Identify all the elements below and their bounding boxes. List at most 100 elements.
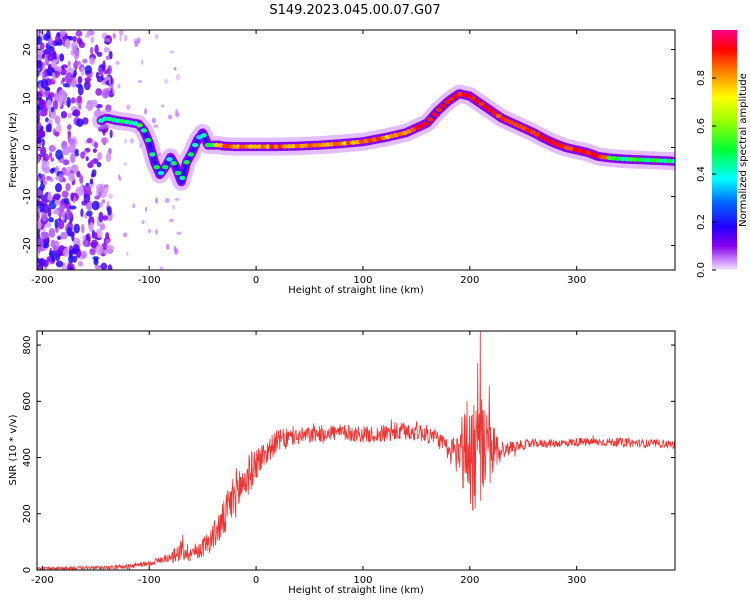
- noise-blob: [48, 250, 57, 258]
- noise-blob: [77, 75, 83, 84]
- noise-blob: [105, 238, 111, 245]
- noise-blob: [141, 59, 144, 65]
- noise-blob: [94, 44, 99, 55]
- noise-blob: [47, 63, 52, 73]
- noise-blob: [37, 60, 43, 69]
- noise-blob: [46, 175, 52, 181]
- noise-blob: [47, 53, 54, 62]
- noise-blob: [83, 80, 91, 91]
- y-tick-label: 0: [22, 144, 33, 150]
- noise-blob: [50, 106, 55, 113]
- noise-blob: [72, 244, 80, 253]
- noise-blob: [70, 49, 74, 56]
- noise-blob: [76, 95, 82, 104]
- noise-blob: [82, 239, 89, 247]
- noise-blob: [85, 32, 90, 39]
- colorbar-ticks: 0.0 0.2 0.4 0.6 0.8: [696, 70, 716, 278]
- noise-blob: [100, 262, 108, 270]
- ridge-bead: [191, 142, 199, 148]
- noise-blob: [95, 88, 103, 96]
- noise-blob: [155, 228, 159, 235]
- noise-blob: [86, 137, 93, 144]
- x-tick-label: 100: [353, 575, 372, 586]
- ridge-bead: [136, 123, 143, 128]
- ridge-bead: [495, 113, 502, 119]
- noise-blob: [64, 210, 73, 220]
- noise-blob: [67, 60, 71, 67]
- noise-blob: [48, 227, 56, 238]
- noise-blob: [37, 91, 43, 102]
- spectrogram-ridge: [92, 84, 675, 191]
- noise-blob: [72, 61, 79, 70]
- noise-blob: [48, 144, 56, 153]
- noise-blob: [82, 58, 88, 64]
- ridge-bead: [149, 152, 156, 157]
- noise-blob: [85, 156, 89, 162]
- noise-blob: [39, 110, 48, 117]
- noise-blob: [37, 211, 40, 222]
- ridge-bead: [448, 96, 455, 102]
- colorbar-tick-label: 0.4: [696, 166, 707, 182]
- noise-blob: [103, 69, 109, 75]
- noise-blob: [71, 41, 78, 52]
- noise-blob: [73, 49, 80, 60]
- noise-blob: [37, 176, 41, 182]
- noise-blob: [89, 159, 94, 166]
- noise-blob: [83, 193, 91, 203]
- ridge-bead: [478, 102, 485, 107]
- noise-blob: [102, 60, 106, 72]
- noise-blob: [151, 117, 156, 124]
- noise-blob: [112, 88, 115, 95]
- noise-blob: [66, 124, 72, 131]
- noise-blob: [109, 129, 113, 139]
- noise-blob: [122, 232, 128, 238]
- y-tick-label: -10: [22, 188, 33, 204]
- snr-x-ticks: -200 -100 0 100 200 300: [31, 331, 586, 586]
- ridge-bead: [444, 99, 451, 105]
- noise-blob: [62, 83, 70, 88]
- noise-blob: [60, 231, 68, 240]
- noise-blob: [62, 210, 66, 221]
- noise-blob: [99, 223, 106, 231]
- snr-frame: [36, 330, 676, 571]
- noise-blob: [167, 114, 173, 120]
- noise-blob: [102, 127, 106, 136]
- noise-blob: [68, 266, 73, 270]
- spectrogram-frame: [36, 29, 676, 271]
- ridge-bead: [427, 117, 434, 122]
- spectrogram-noise-cloud: [37, 30, 182, 270]
- noise-blob: [81, 223, 85, 234]
- noise-blob: [119, 30, 124, 36]
- noise-blob: [48, 92, 55, 98]
- y-tick-label: 400: [22, 448, 33, 467]
- noise-blob: [37, 200, 42, 205]
- noise-blob: [105, 152, 112, 163]
- x-tick-label: 300: [567, 275, 586, 286]
- noise-blob: [159, 266, 164, 270]
- snr-background: [37, 331, 675, 570]
- noise-blob: [37, 128, 44, 140]
- noise-blob: [67, 112, 72, 119]
- noise-blob: [54, 240, 60, 251]
- colorbar-label: Normalized spectral amplitude: [738, 73, 749, 227]
- noise-blob: [37, 154, 41, 164]
- noise-blob: [160, 104, 165, 108]
- noise-blob: [53, 92, 61, 103]
- x-tick-label: -200: [31, 275, 54, 286]
- noise-blob: [106, 244, 113, 255]
- figure-title: S149.2023.045.00.07.G07: [269, 3, 440, 18]
- ridge-bead: [153, 164, 160, 170]
- spectrogram-x-axis-label: Height of straight line (km): [288, 285, 424, 296]
- noise-blob: [43, 241, 50, 249]
- noise-blob: [93, 141, 99, 149]
- noise-blob: [80, 208, 84, 218]
- y-tick-label: 800: [22, 336, 33, 355]
- noise-blob: [105, 55, 110, 61]
- noise-blob: [126, 251, 129, 257]
- x-tick-label: 300: [567, 575, 586, 586]
- noise-blob: [70, 192, 74, 202]
- noise-blob: [108, 80, 112, 85]
- noise-blob: [141, 220, 145, 224]
- ridge-bead: [474, 99, 481, 104]
- y-tick-label: 0: [22, 567, 33, 573]
